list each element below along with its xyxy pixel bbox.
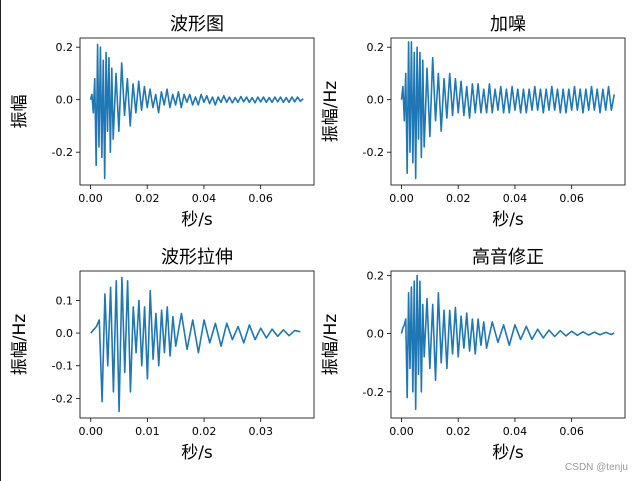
y-axis-label: 振幅/Hz	[10, 314, 30, 376]
axes-frame	[79, 37, 315, 186]
y-tick-label: 0.0	[56, 94, 74, 107]
series-line	[89, 43, 304, 180]
y-tick-label: -0.2	[52, 146, 73, 159]
x-tick-label: 0.00	[389, 192, 414, 205]
y-tick-label: 0.2	[367, 269, 385, 282]
x-axis-label: 秒/s	[181, 443, 213, 463]
series-line	[400, 274, 615, 411]
y-tick-label: -0.2	[363, 386, 384, 399]
x-tick-label: 0.06	[248, 192, 273, 205]
x-axis-label: 秒/s	[492, 443, 524, 463]
x-tick-label: 0.06	[559, 192, 584, 205]
y-tick-label: -0.1	[52, 360, 73, 373]
x-tick-label: 0.02	[446, 425, 471, 438]
y-tick-label: 0.1	[56, 294, 74, 307]
chart-title: 高音修正	[472, 247, 544, 268]
x-tick-label: 0.04	[503, 425, 528, 438]
y-tick-label: -0.2	[52, 392, 73, 405]
series-line	[90, 276, 301, 413]
x-tick-label: 0.06	[559, 425, 584, 438]
chart-title: 加噪	[490, 14, 526, 35]
y-tick-label: 0.0	[367, 94, 385, 107]
y-tick-label: 0.2	[367, 41, 385, 54]
x-tick-label: 0.00	[78, 192, 103, 205]
x-tick-label: 0.04	[192, 192, 217, 205]
x-tick-label: 0.04	[503, 192, 528, 205]
y-axis-label: 振幅/Hz	[321, 81, 341, 143]
x-tick-label: 0.00	[389, 425, 414, 438]
y-tick-label: 0.0	[367, 328, 385, 341]
y-tick-label: -0.2	[363, 146, 384, 159]
x-tick-label: 0.02	[192, 425, 217, 438]
chart-title: 波形图	[170, 14, 224, 35]
x-axis-label: 秒/s	[492, 210, 524, 230]
series-line	[400, 41, 616, 180]
axes-frame	[390, 37, 626, 186]
y-axis-label: 振幅/Hz	[321, 314, 341, 376]
subplot-2: 0.00 0.02 0.04 0.06 -0.2 0.0 0.2 加噪秒/s 振幅/Hz	[321, 14, 626, 230]
y-tick-label: 0.2	[56, 41, 74, 54]
x-tick-label: 0.00	[79, 425, 104, 438]
x-tick-label: 0.01	[135, 425, 160, 438]
axes-frame	[79, 270, 315, 419]
y-axis-label: 振幅	[10, 95, 30, 129]
x-tick-label: 0.03	[248, 425, 273, 438]
x-tick-label: 0.02	[135, 192, 160, 205]
chart-title: 波形拉伸	[161, 247, 233, 268]
axes-frame	[390, 270, 626, 419]
left-frame-edge	[0, 0, 1, 481]
watermark: CSDN @tenju	[565, 462, 628, 473]
y-tick-label: 0.0	[56, 327, 74, 340]
x-tick-label: 0.02	[446, 192, 471, 205]
x-axis-label: 秒/s	[181, 210, 213, 230]
